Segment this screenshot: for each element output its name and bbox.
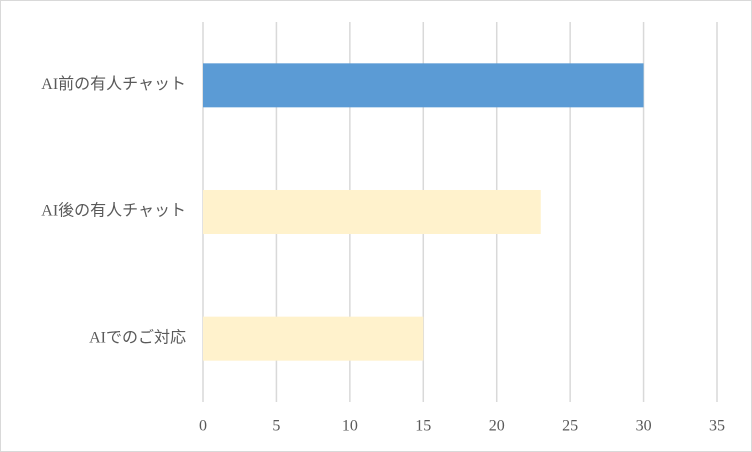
bar [203, 190, 541, 234]
x-tick-label: 0 [199, 418, 207, 435]
y-tick-label: AI前の有人チャット [41, 75, 186, 93]
x-tick-label: 15 [415, 418, 431, 435]
y-tick-label: AIでのご対応 [89, 328, 186, 346]
bar [203, 316, 424, 361]
x-tick-label: 10 [342, 418, 358, 435]
x-tick-label: 5 [272, 418, 280, 435]
bar [203, 63, 644, 108]
x-tick-label: 35 [709, 418, 725, 435]
y-tick-label: AI後の有人チャット [41, 202, 186, 220]
x-tick-label: 25 [562, 418, 578, 435]
x-tick-label: 20 [489, 418, 505, 435]
x-tick-label: 30 [636, 418, 652, 435]
